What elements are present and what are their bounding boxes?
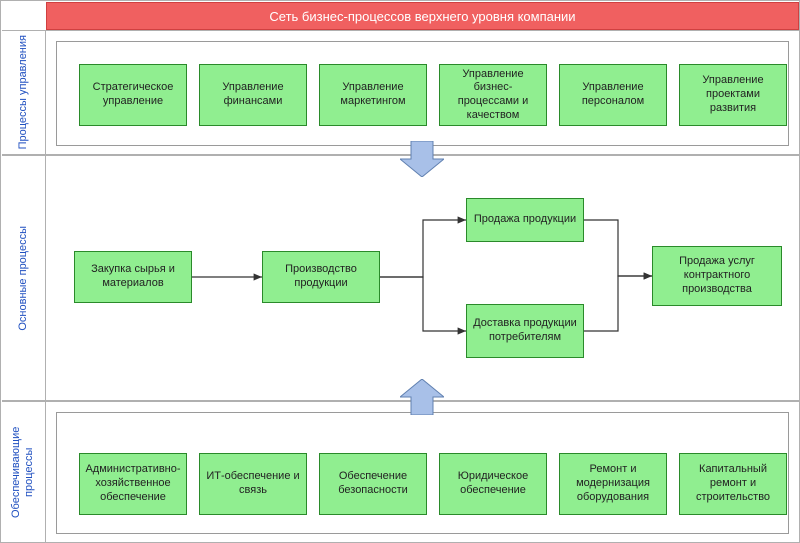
bottom-node: Ремонт и модернизация оборудования xyxy=(559,453,667,515)
core-node: Продажа продукции xyxy=(466,198,584,242)
core-node: Доставка продукции потребителям xyxy=(466,304,584,358)
bottom-node: Юридическое обеспечение xyxy=(439,453,547,515)
arrow-down-icon xyxy=(400,141,444,177)
section-management: Стратегическое управлениеУправление фина… xyxy=(46,30,799,155)
top-node: Стратегическое управление xyxy=(79,64,187,126)
bottom-node: Капитальный ремонт и строительство xyxy=(679,453,787,515)
side-label-core: Основные процессы xyxy=(2,155,46,401)
side-label-supporting: Обеспечивающие процессы xyxy=(2,401,46,543)
side-label-text: Основные процессы xyxy=(17,226,30,331)
inner-panel-management: Стратегическое управлениеУправление фина… xyxy=(56,41,789,146)
title-text: Сеть бизнес-процессов верхнего уровня ко… xyxy=(269,9,575,24)
title-bar: Сеть бизнес-процессов верхнего уровня ко… xyxy=(46,2,799,30)
side-label-text: Процессы управления xyxy=(17,35,30,149)
core-node: Закупка сырья и материалов xyxy=(74,251,192,303)
top-node: Управление финансами xyxy=(199,64,307,126)
core-node: Производство продукции xyxy=(262,251,380,303)
top-node: Управление маркетингом xyxy=(319,64,427,126)
inner-panel-supporting: Административно-хозяйственное обеспечени… xyxy=(56,412,789,534)
diagram-canvas: Сеть бизнес-процессов верхнего уровня ко… xyxy=(0,0,800,543)
top-node: Управление персоналом xyxy=(559,64,667,126)
section-supporting: Административно-хозяйственное обеспечени… xyxy=(46,401,799,543)
core-node: Продажа услуг контрактного производства xyxy=(652,246,782,306)
section-core: Закупка сырья и материалов Производство п… xyxy=(46,155,799,401)
top-node: Управление проектами развития xyxy=(679,64,787,126)
bottom-node: Обеспечение безопасности xyxy=(319,453,427,515)
side-label-management: Процессы управления xyxy=(2,30,46,155)
side-label-text: Обеспечивающие процессы xyxy=(10,402,36,542)
bottom-node: Административно-хозяйственное обеспечени… xyxy=(79,453,187,515)
arrow-up-icon xyxy=(400,379,444,415)
top-node: Управление бизнес-процессами и качеством xyxy=(439,64,547,126)
bottom-node: ИТ-обеспечение и связь xyxy=(199,453,307,515)
